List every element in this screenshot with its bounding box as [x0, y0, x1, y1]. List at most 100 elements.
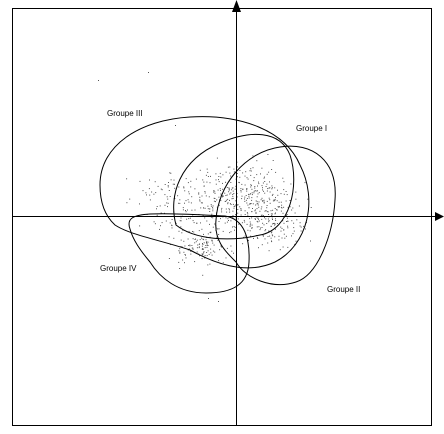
data-point-58 — [261, 214, 263, 216]
data-point-753 — [208, 298, 209, 299]
data-point-683 — [183, 251, 185, 253]
data-point-110 — [250, 168, 252, 170]
data-point-715 — [220, 245, 222, 247]
data-point-526 — [187, 209, 188, 211]
data-point-282 — [271, 185, 273, 187]
data-point-729 — [202, 274, 204, 276]
data-point-533 — [199, 199, 201, 201]
data-point-69 — [263, 177, 265, 179]
data-point-305 — [310, 240, 311, 242]
data-point-573 — [177, 195, 179, 197]
data-point-694 — [195, 238, 196, 240]
data-point-321 — [258, 247, 259, 249]
data-point-445 — [268, 230, 270, 232]
data-point-262 — [268, 214, 270, 215]
data-point-137 — [266, 173, 268, 175]
data-point-746 — [171, 219, 173, 220]
data-point-636 — [179, 248, 181, 250]
data-point-630 — [194, 261, 196, 263]
data-point-539 — [172, 183, 174, 185]
data-point-450 — [273, 222, 275, 224]
data-point-273 — [271, 231, 273, 233]
data-point-607 — [212, 210, 214, 212]
data-point-162 — [226, 211, 228, 213]
data-point-368 — [249, 221, 251, 223]
data-point-501 — [167, 185, 169, 187]
data-point-387 — [293, 227, 295, 229]
data-point-328 — [274, 224, 276, 226]
data-point-548 — [160, 188, 162, 190]
data-point-130 — [213, 200, 215, 202]
data-point-722 — [208, 253, 210, 255]
data-point-665 — [206, 243, 208, 245]
data-point-737 — [189, 244, 191, 246]
data-point-35 — [258, 183, 260, 185]
data-point-132 — [260, 199, 262, 201]
data-point-388 — [232, 195, 234, 197]
data-point-96 — [262, 200, 264, 202]
data-point-545 — [210, 205, 212, 207]
data-point-466 — [185, 211, 187, 213]
data-point-431 — [287, 246, 289, 248]
data-point-182 — [244, 198, 245, 200]
data-point-272 — [268, 250, 270, 252]
data-point-679 — [190, 253, 192, 255]
data-point-485 — [129, 198, 131, 200]
data-point-341 — [274, 199, 276, 201]
data-point-36 — [248, 195, 250, 197]
data-point-159 — [209, 182, 211, 184]
data-point-313 — [272, 235, 274, 237]
data-point-429 — [253, 177, 255, 179]
data-point-406 — [274, 200, 276, 202]
data-point-408 — [247, 215, 249, 217]
data-point-669 — [203, 239, 205, 241]
data-point-586 — [174, 187, 176, 189]
data-point-709 — [171, 225, 173, 227]
data-point-239 — [275, 171, 277, 173]
data-point-576 — [203, 181, 205, 183]
data-point-686 — [202, 243, 203, 244]
data-point-124 — [233, 193, 235, 194]
data-point-219 — [239, 170, 241, 171]
data-point-603 — [161, 222, 163, 224]
data-point-441 — [272, 219, 273, 220]
data-point-492 — [218, 221, 220, 222]
data-point-748 — [199, 239, 201, 241]
data-point-412 — [286, 221, 287, 222]
data-point-743 — [190, 250, 192, 252]
data-point-43 — [282, 177, 284, 179]
data-point-248 — [246, 177, 248, 179]
data-point-600 — [190, 180, 192, 182]
data-point-717 — [211, 254, 213, 256]
data-point-340 — [295, 240, 297, 242]
data-point-626 — [204, 257, 206, 259]
data-point-347 — [281, 237, 283, 239]
data-point-632 — [202, 248, 204, 250]
data-point-747 — [198, 246, 200, 248]
data-point-745 — [179, 268, 181, 269]
data-point-300 — [270, 210, 272, 212]
data-point-127 — [227, 198, 229, 200]
data-point-396 — [257, 204, 259, 206]
data-point-293 — [277, 194, 279, 196]
data-point-660 — [212, 242, 214, 244]
data-point-158 — [242, 172, 244, 174]
data-point-723 — [210, 231, 212, 233]
data-point-268 — [266, 223, 268, 224]
data-point-326 — [295, 198, 297, 200]
data-point-17 — [244, 175, 246, 177]
data-point-5 — [255, 200, 257, 202]
data-point-299 — [268, 221, 270, 223]
data-point-131 — [216, 157, 218, 159]
data-point-214 — [226, 199, 228, 201]
data-point-426 — [278, 235, 280, 237]
data-point-434 — [266, 205, 268, 206]
data-point-191 — [240, 191, 242, 193]
data-point-346 — [262, 222, 264, 224]
data-point-577 — [209, 223, 210, 225]
data-point-509 — [179, 199, 181, 201]
data-point-311 — [257, 190, 258, 192]
data-point-1 — [262, 189, 263, 191]
data-point-366 — [276, 200, 278, 202]
